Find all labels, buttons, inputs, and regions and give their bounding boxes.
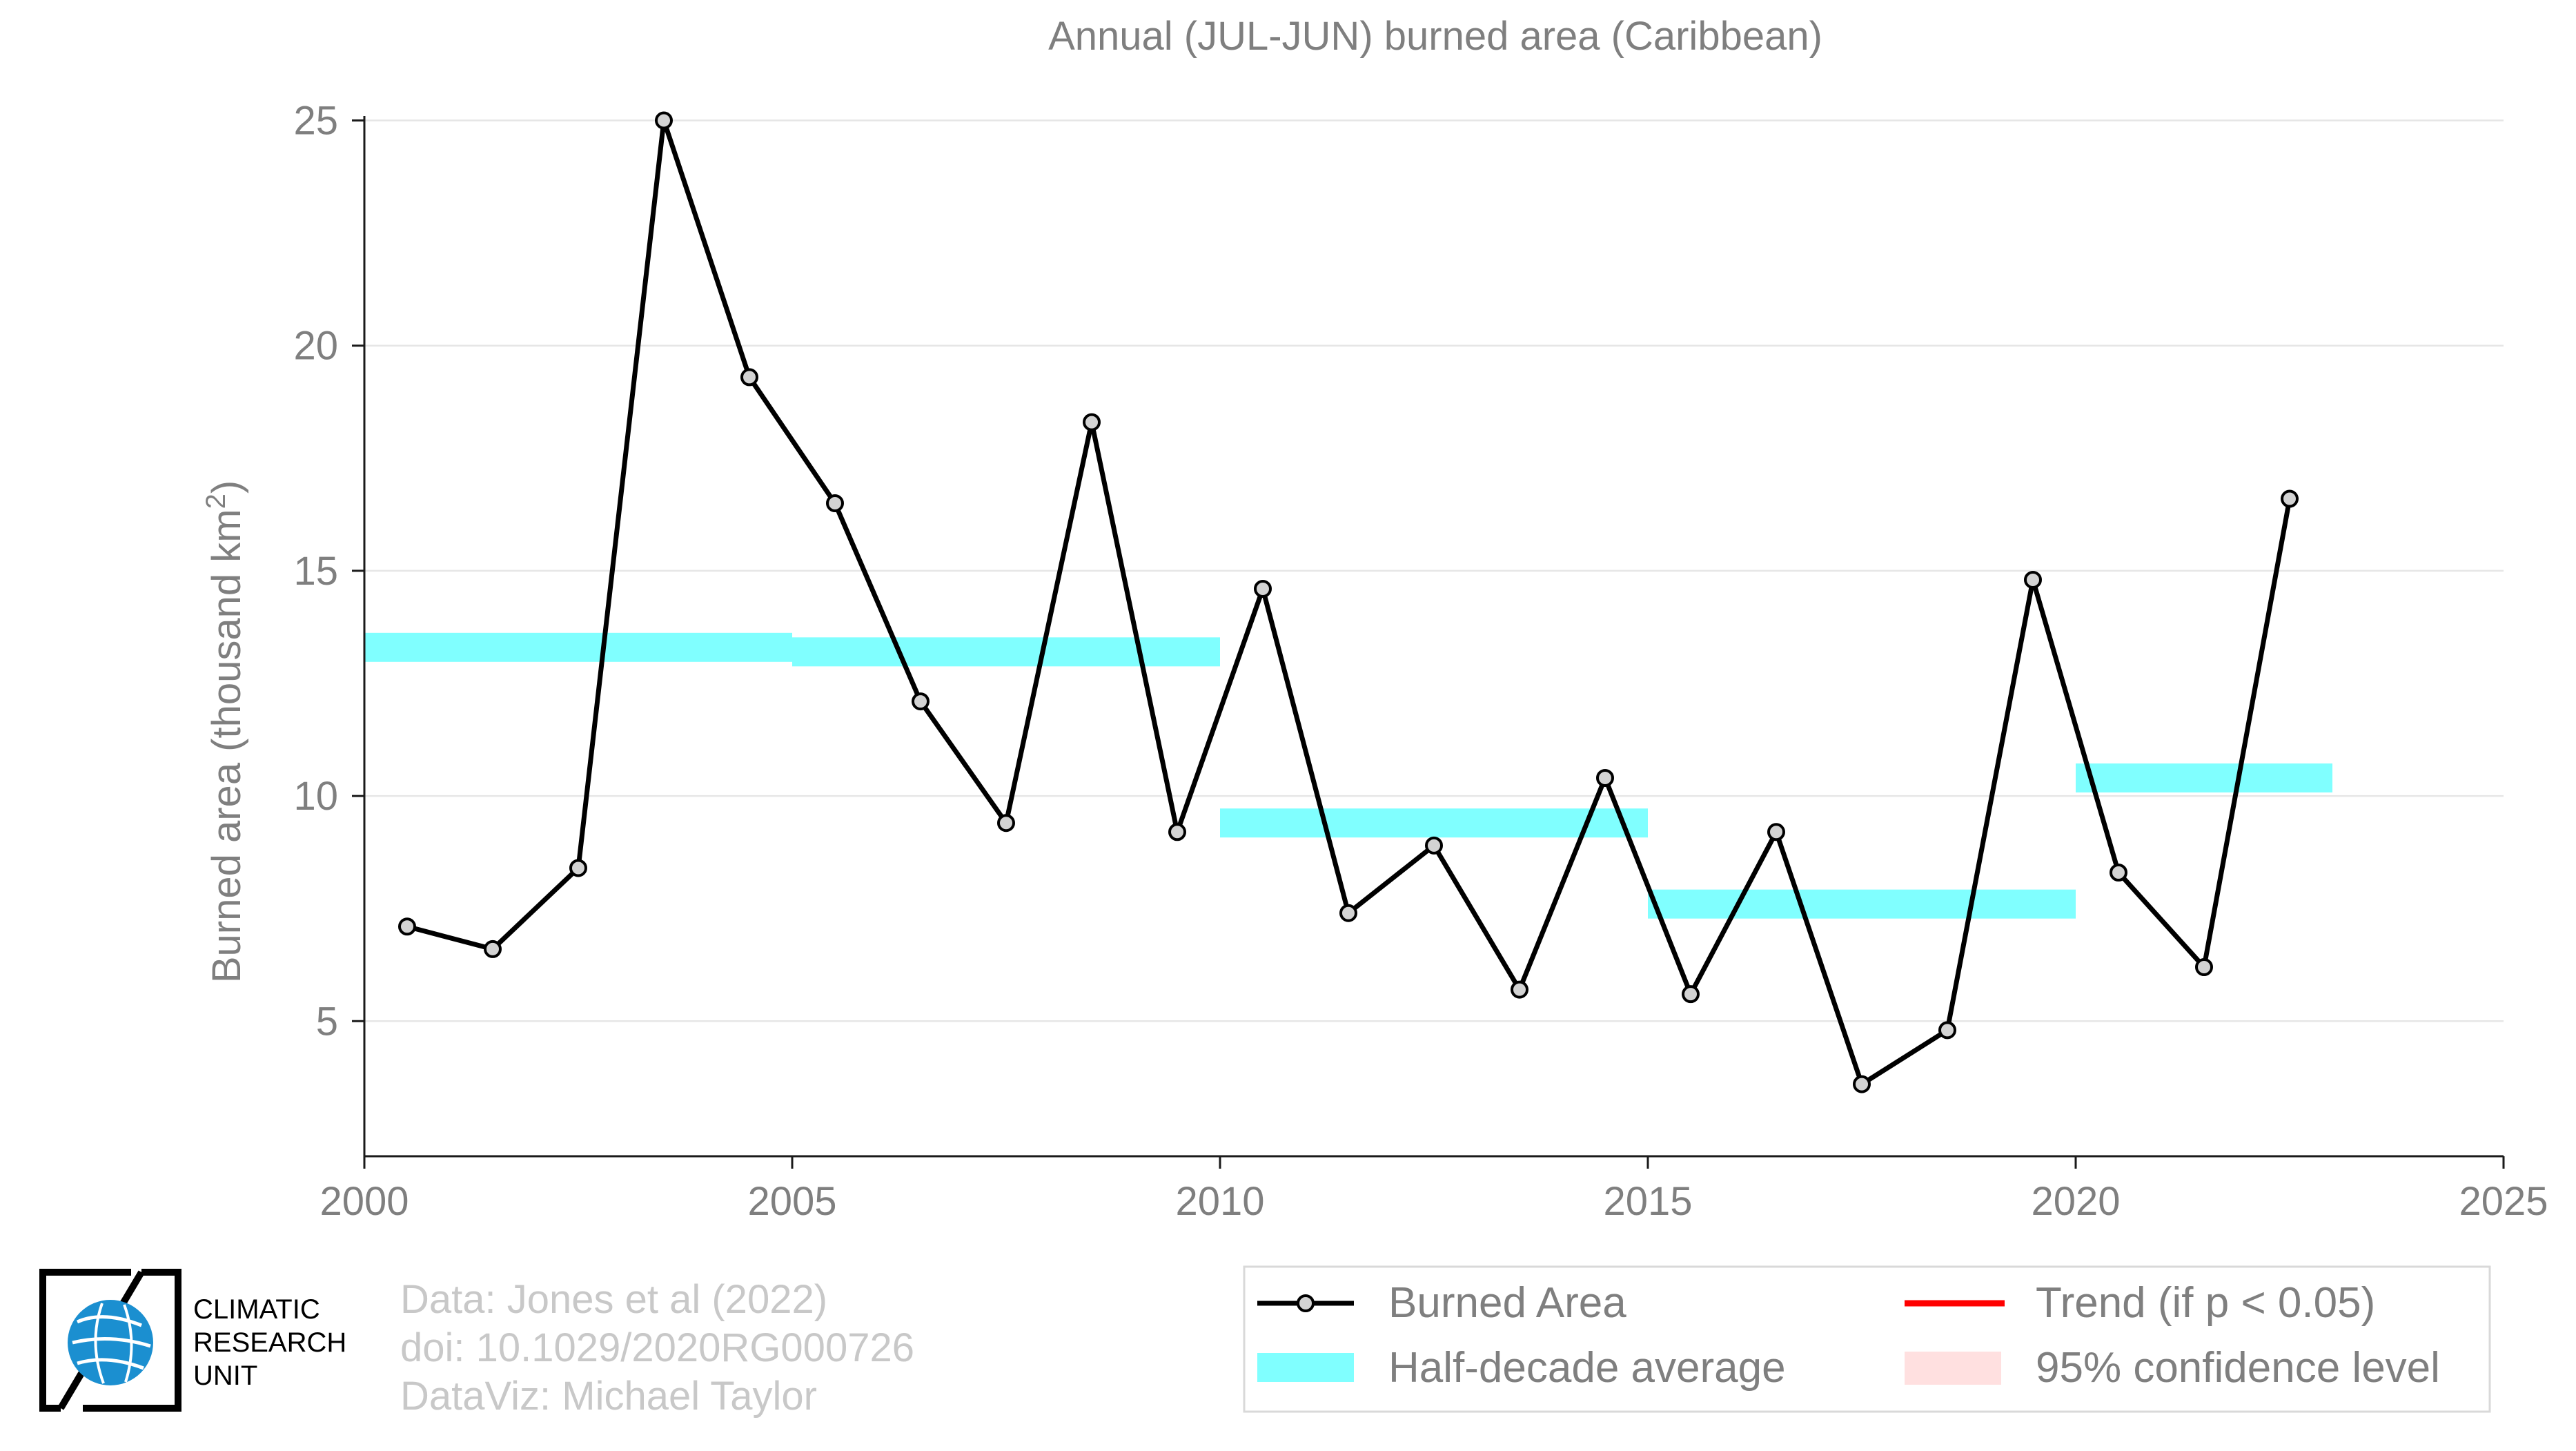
logo-unit: UNIT	[193, 1361, 257, 1391]
burned-area-point	[1168, 823, 1186, 841]
burned-area-point	[484, 939, 502, 958]
burned-area-point	[2281, 489, 2299, 508]
burned-area-point	[1596, 769, 1614, 787]
chart-title: Annual (JUL-JUN) burned area (Caribbean)	[1048, 14, 1822, 59]
burned-area-point	[740, 368, 758, 387]
legend-confidence-icon	[1905, 1352, 2001, 1385]
burned-area-point	[1853, 1075, 1871, 1093]
burned-area-point	[1511, 980, 1528, 999]
burned-area-point	[1254, 580, 1272, 598]
x-tick-label: 2010	[1175, 1179, 1264, 1224]
legend-trend: Trend (if p < 0.05)	[2036, 1279, 2375, 1327]
logo-frame	[39, 1269, 181, 1412]
legend: Burned Area Trend (if p < 0.05) Half-dec…	[1243, 1265, 2491, 1413]
burned-area-series	[398, 111, 2299, 1093]
half-decade-bars	[364, 632, 2332, 919]
burned-area-point	[826, 494, 844, 513]
burned-area-point	[398, 917, 416, 936]
legend-burned-area: Burned Area	[1388, 1279, 1626, 1327]
burned-area-point	[1682, 985, 1700, 1004]
burned-area-point	[569, 859, 587, 877]
burned-area-point	[2110, 864, 2127, 882]
burned-area-line	[406, 118, 2292, 1087]
burned-area-point	[1083, 413, 1101, 431]
burned-area-point	[655, 111, 673, 130]
y-tick-label: 20	[293, 324, 338, 369]
axes	[352, 116, 2505, 1169]
burned-area-point	[1938, 1021, 1956, 1040]
x-tick-label: 2000	[319, 1179, 409, 1224]
y-tick-label: 10	[293, 774, 338, 819]
credit-dataviz: DataViz: Michael Taylor	[400, 1374, 817, 1419]
burned-area-point	[912, 692, 930, 711]
gridlines	[364, 119, 2504, 1022]
legend-half-decade-icon	[1257, 1353, 1354, 1382]
half-decade-bar	[1648, 889, 2076, 919]
half-decade-bar	[1220, 808, 1648, 838]
y-tick-label: 15	[293, 549, 338, 594]
burned-area-point	[2024, 570, 2042, 589]
y-axis-label: Burned area (thousand km2)	[201, 480, 249, 983]
burned-area-point	[2195, 958, 2213, 976]
credit-data: Data: Jones et al (2022)	[400, 1277, 827, 1322]
y-tick-label: 25	[293, 99, 338, 144]
globe-icon	[68, 1300, 153, 1385]
half-decade-bar	[364, 632, 792, 662]
legend-box	[1243, 1265, 2491, 1413]
y-axis-label-close: )	[204, 480, 249, 494]
legend-half-decade: Half-decade average	[1388, 1344, 1786, 1392]
legend-marker-icon	[1297, 1294, 1315, 1312]
x-tick-label: 2020	[2031, 1179, 2120, 1224]
half-decade-bar	[792, 637, 1220, 667]
burned-area-point	[997, 814, 1015, 832]
burned-area-point	[1339, 904, 1357, 922]
credit-doi: doi: 10.1029/2020RG000726	[400, 1325, 914, 1370]
y-axis-label-text: Burned area (thousand km	[204, 509, 249, 983]
logo-climatic: CLIMATIC	[193, 1294, 320, 1325]
logo-research: RESEARCH	[193, 1327, 346, 1358]
half-decade-bar	[2076, 763, 2332, 792]
y-axis-label-superscript: 2	[201, 494, 231, 509]
legend-confidence: 95% confidence level	[2036, 1344, 2440, 1392]
x-tick-label: 2005	[747, 1179, 836, 1224]
burned-area-point	[1425, 836, 1443, 855]
y-tick-label: 5	[316, 999, 338, 1044]
x-tick-label: 2015	[1603, 1179, 1692, 1224]
x-tick-label: 2025	[2459, 1179, 2548, 1224]
burned-area-point	[1767, 823, 1785, 841]
cru-logo: CLIMATIC RESEARCH UNIT	[39, 1269, 346, 1412]
